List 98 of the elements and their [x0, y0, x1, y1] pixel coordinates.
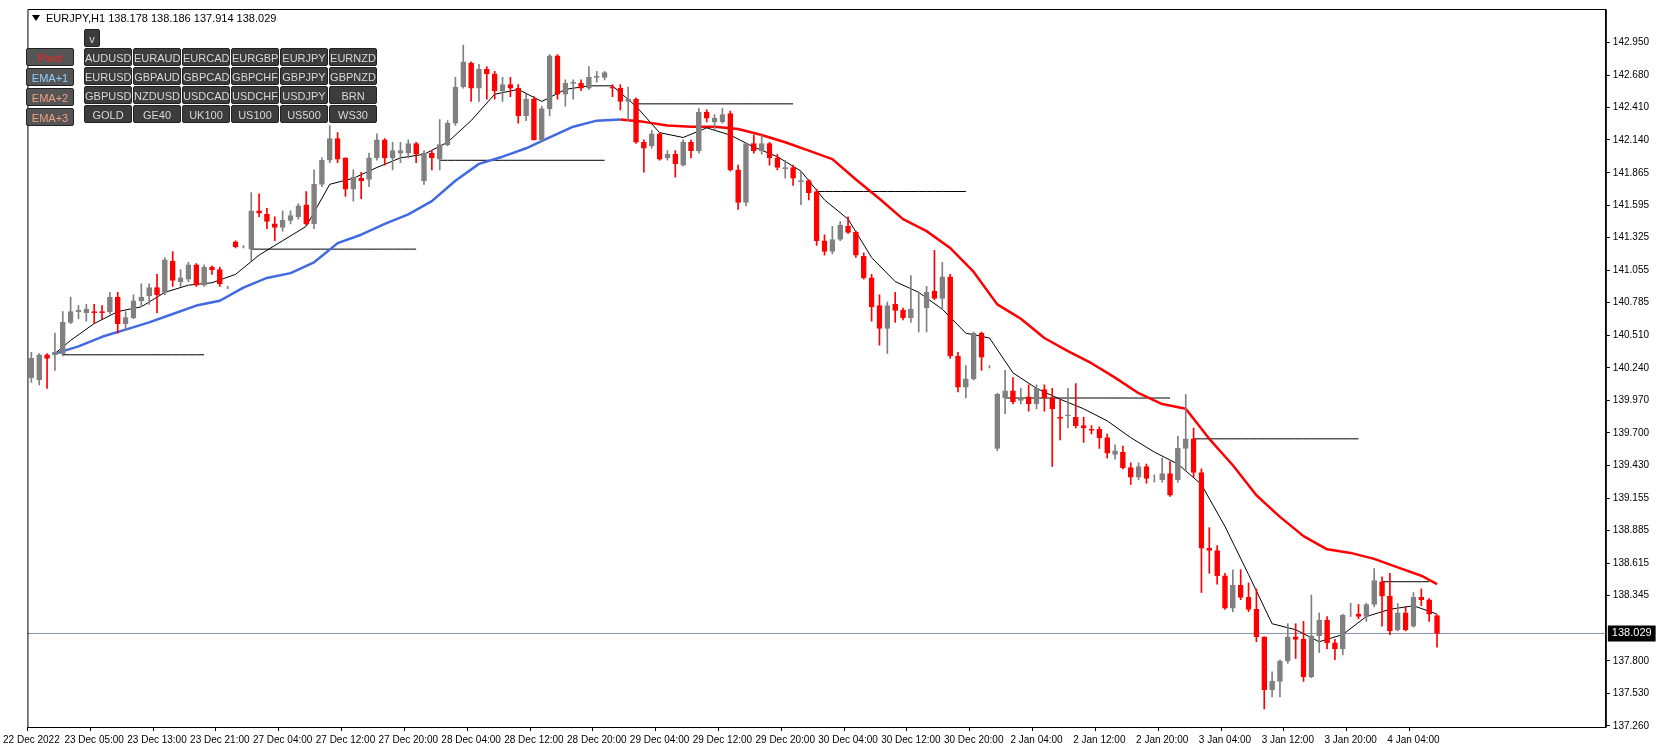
- candlestick: [429, 150, 435, 171]
- y-tick-label: 138.885: [1612, 524, 1650, 536]
- x-tick-label: 3 Jan 12:00: [1261, 733, 1315, 745]
- annotation: EMA+1: [26, 68, 74, 86]
- annotation: US500: [280, 105, 328, 123]
- annotation: US100: [231, 105, 279, 123]
- annotation: USDCAD: [182, 86, 230, 104]
- y-tick-label: 142.140: [1612, 133, 1650, 145]
- y-tick-label: 140.240: [1612, 361, 1650, 373]
- candlestick: [892, 292, 898, 323]
- x-tick-label: 30 Dec 20:00: [943, 733, 1004, 745]
- candlestick: [1182, 394, 1189, 471]
- y-tick-label: 139.430: [1612, 459, 1650, 470]
- candlestick: [1002, 370, 1008, 414]
- annotation: GBPCAD: [182, 67, 230, 85]
- x-tick-label: 2 Jan 12:00: [1073, 733, 1126, 745]
- y-tick-label: 140.510: [1612, 329, 1650, 341]
- candlestick: [798, 170, 804, 206]
- candlestick: [256, 193, 262, 218]
- x-tick-label: 4 Jan 04:00: [1387, 733, 1441, 745]
- candlestick: [358, 171, 365, 200]
- candlestick: [1418, 588, 1425, 607]
- x-tick-label: 29 Dec 12:00: [692, 733, 753, 745]
- annotation: BRN: [329, 86, 377, 104]
- annotation: AUDUSD: [84, 48, 132, 66]
- annotation: EURGBP: [231, 48, 279, 66]
- x-tick-label: 23 Dec 13:00: [127, 733, 188, 745]
- x-tick-label: 30 Dec 12:00: [881, 733, 942, 745]
- annotation: Pivot: [26, 48, 74, 66]
- candlestick: [52, 332, 58, 371]
- x-tick-label: 2 Jan 04:00: [1010, 733, 1064, 745]
- y-tick-label: 141.595: [1612, 199, 1650, 211]
- annotation: EURJPY: [280, 48, 328, 66]
- y-tick-label: 141.055: [1612, 263, 1650, 275]
- y-tick-label: 138.615: [1612, 556, 1650, 568]
- candlestick: [625, 86, 632, 121]
- x-tick-label: 29 Dec 20:00: [755, 733, 816, 745]
- x-tick-label: 27 Dec 12:00: [315, 733, 376, 745]
- annotation: EMA+2: [26, 88, 74, 106]
- y-tick-label: 142.410: [1612, 101, 1650, 113]
- annotation: GBPCHF: [231, 67, 279, 85]
- x-tick-label: 30 Dec 04:00: [818, 733, 879, 745]
- y-tick-label: 141.865: [1612, 166, 1650, 178]
- candlestick: [641, 139, 647, 173]
- annotation: UK100: [182, 105, 230, 123]
- annotation: WS30: [329, 105, 377, 123]
- x-tick-label: 3 Jan 04:00: [1198, 733, 1252, 745]
- candlestick: [908, 275, 914, 323]
- candlestick: [1072, 383, 1079, 429]
- candlestick: [154, 274, 160, 314]
- annotation: GOLD: [84, 105, 132, 123]
- annotation: USDCHF: [231, 86, 279, 104]
- candlestick: [484, 66, 490, 100]
- y-tick-label: 137.260: [1612, 719, 1650, 731]
- y-tick-label: 137.530: [1612, 687, 1650, 699]
- x-tick-label: 27 Dec 04:00: [252, 733, 313, 745]
- annotation: GE40: [133, 105, 181, 123]
- annotation: GBPUSD: [84, 86, 132, 104]
- x-tick-label: 28 Dec 04:00: [441, 733, 502, 745]
- annotation: EURCAD: [182, 48, 230, 66]
- candlestick: [1049, 388, 1056, 467]
- candlestick: [271, 216, 278, 242]
- annotation: EURUSD: [84, 67, 132, 85]
- annotation: GBPNZD: [329, 67, 377, 85]
- x-tick-label: 23 Dec 21:00: [190, 733, 251, 745]
- y-tick-label: 138.345: [1612, 589, 1650, 601]
- annotation: EMA+3: [26, 108, 74, 126]
- annotation: USDJPY: [280, 86, 328, 104]
- annotation: EURNZD: [329, 48, 377, 66]
- y-tick-label: 141.325: [1612, 231, 1650, 243]
- x-tick-label: 23 Dec 05:00: [64, 733, 125, 745]
- y-tick-label: 139.700: [1612, 426, 1650, 438]
- candlestick: [1206, 527, 1213, 574]
- candlestick: [44, 353, 50, 389]
- y-tick-label: 142.680: [1612, 68, 1650, 80]
- ref-line-label: 138.029: [1611, 626, 1652, 639]
- x-tick-label: 2 Jan 20:00: [1136, 733, 1189, 745]
- annotation: NZDUSD: [133, 86, 181, 104]
- y-tick-label: 139.155: [1612, 492, 1650, 504]
- y-tick-label: 137.800: [1612, 654, 1650, 666]
- y-tick-label: 139.970: [1612, 394, 1650, 406]
- candlestick: [1057, 398, 1063, 441]
- annotation: GBPJPY: [280, 67, 328, 85]
- candlestick: [1065, 388, 1071, 429]
- candlestick: [138, 283, 145, 308]
- x-tick-label: 27 Dec 20:00: [378, 733, 439, 745]
- annotation: EURAUD: [133, 48, 181, 66]
- x-tick-label: 22 Dec 2022: [3, 733, 61, 745]
- x-tick-label: 29 Dec 04:00: [629, 733, 690, 745]
- y-tick-label: 140.785: [1612, 296, 1650, 308]
- x-tick-label: 28 Dec 12:00: [504, 733, 565, 745]
- x-tick-label: 28 Dec 20:00: [567, 733, 627, 745]
- x-tick-label: 3 Jan 20:00: [1324, 733, 1378, 745]
- chart-title: EURJPY,H1 138.178 138.186 137.914 138.029: [46, 12, 277, 24]
- annotation: GBPAUD: [133, 67, 181, 85]
- y-tick-label: 142.950: [1612, 36, 1650, 48]
- annotation: v: [84, 29, 100, 47]
- candlestick: [1017, 388, 1024, 405]
